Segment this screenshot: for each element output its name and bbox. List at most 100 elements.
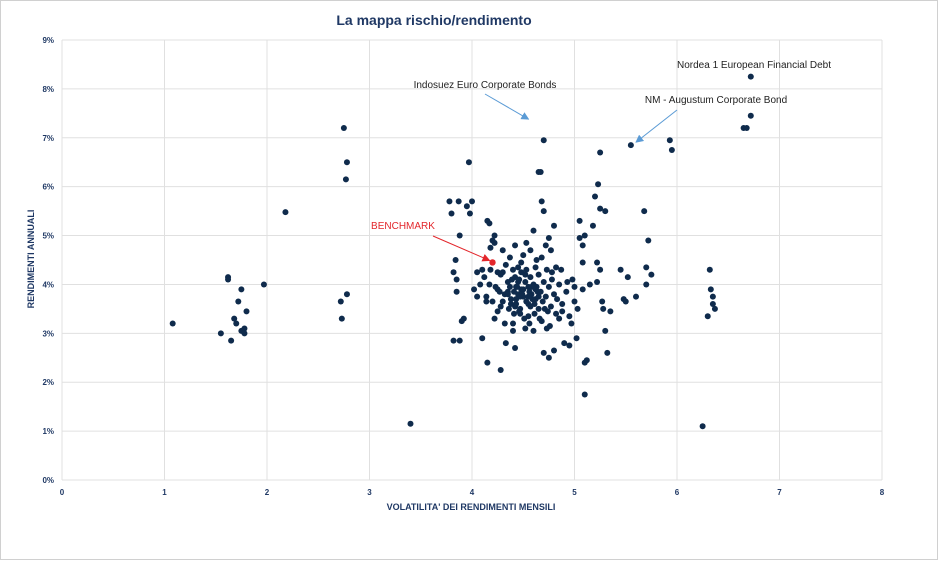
data-point [507, 301, 514, 307]
data-point [530, 227, 537, 234]
data-point [523, 239, 530, 246]
data-point [579, 242, 586, 249]
data-point [512, 242, 519, 249]
data-point [522, 271, 529, 278]
data-point [542, 293, 549, 300]
data-point [452, 257, 459, 263]
data-point [484, 359, 491, 366]
data-point [521, 315, 528, 322]
data-point [407, 420, 414, 427]
data-point [604, 349, 611, 356]
data-point [668, 147, 675, 153]
data-point [456, 337, 463, 344]
annotation-label: Indosuez Euro Corporate Bonds [414, 80, 557, 91]
data-point [450, 337, 457, 344]
data-point [231, 315, 238, 322]
data-point [448, 210, 455, 217]
data-point [455, 198, 462, 205]
data-point [569, 276, 576, 283]
data-point [486, 220, 493, 227]
data-point [463, 203, 470, 210]
data-point [624, 274, 631, 281]
annotation-label: BENCHMARK [371, 221, 435, 232]
data-point [545, 283, 552, 290]
data-point [340, 125, 347, 131]
data-point [576, 217, 583, 224]
data-point [586, 281, 593, 288]
x-tick-label: 5 [572, 488, 577, 497]
x-tick-label: 2 [265, 488, 270, 497]
data-point [513, 301, 520, 307]
data-point [546, 323, 553, 329]
y-tick-label: 8% [42, 85, 54, 94]
data-point [511, 288, 518, 295]
data-point [643, 264, 650, 271]
data-point [597, 205, 604, 212]
data-points [169, 73, 754, 430]
data-point [538, 254, 545, 261]
y-tick-label: 5% [42, 232, 54, 241]
data-point [566, 313, 573, 320]
data-point [469, 198, 475, 205]
data-point [342, 176, 349, 183]
data-point [574, 305, 581, 312]
annotations: Indosuez Euro Corporate Bonds Nordea 1 Eu… [371, 60, 831, 232]
data-point [645, 237, 652, 244]
data-point [597, 149, 604, 156]
data-point [536, 315, 543, 322]
data-point [510, 327, 516, 334]
data-point [506, 254, 513, 261]
data-point [508, 276, 515, 283]
data-point [241, 325, 248, 332]
data-point [507, 296, 514, 303]
data-point [535, 271, 542, 278]
data-point [487, 266, 494, 273]
data-point [564, 279, 571, 285]
data-point [747, 73, 754, 80]
data-point [553, 310, 560, 317]
x-tick-labels: 0 1 2 3 4 5 6 7 8 [60, 488, 885, 497]
data-point [579, 286, 586, 293]
annotation-label: Nordea 1 European Financial Debt [677, 60, 831, 71]
data-point [238, 286, 245, 293]
data-point [709, 301, 716, 307]
data-point [479, 266, 486, 273]
data-point [561, 340, 568, 347]
data-point [709, 293, 716, 300]
data-point [540, 279, 547, 285]
x-tick-label: 6 [675, 488, 680, 497]
data-point [520, 252, 527, 259]
y-tick-label: 4% [42, 280, 54, 289]
data-point [491, 239, 498, 246]
data-point [535, 305, 542, 312]
y-tick-label: 9% [42, 36, 54, 45]
data-point [538, 198, 545, 205]
data-point [446, 198, 453, 205]
data-point [489, 298, 496, 305]
data-point [548, 269, 555, 276]
data-point [627, 142, 634, 149]
data-point [466, 210, 473, 217]
data-point [547, 247, 554, 254]
data-point [483, 298, 490, 305]
data-point [217, 330, 224, 337]
y-tick-label: 7% [42, 134, 54, 143]
y-tick-label: 6% [42, 183, 54, 192]
data-point [450, 269, 457, 276]
data-point [530, 327, 537, 334]
data-point [228, 337, 235, 344]
data-point [547, 303, 554, 310]
data-point [539, 298, 546, 305]
data-point [496, 288, 503, 295]
data-point [699, 423, 706, 430]
data-point [602, 327, 609, 334]
data-point [589, 222, 596, 229]
data-point [527, 303, 534, 310]
grid-lines [61, 39, 883, 481]
data-point [453, 288, 460, 295]
data-point [594, 259, 601, 266]
data-point [456, 232, 463, 239]
data-point [551, 347, 557, 354]
